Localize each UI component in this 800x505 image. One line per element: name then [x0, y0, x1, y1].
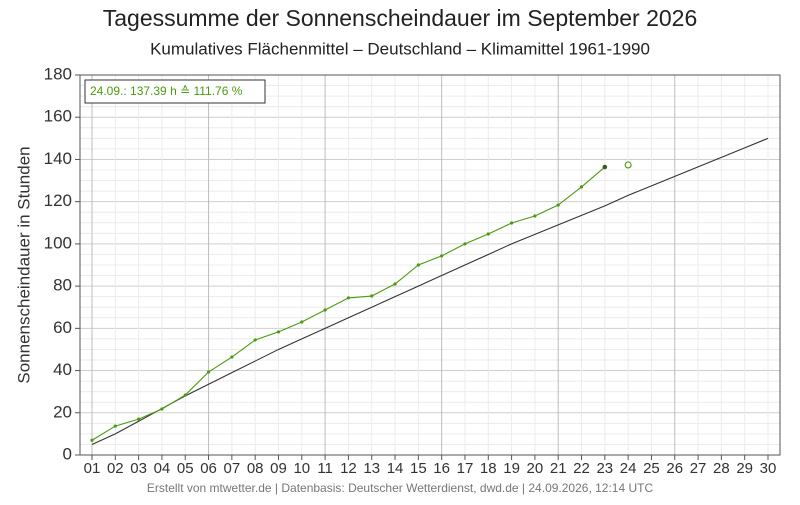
- annotation: 24.09.: 137.39 h ≙ 111.76 %: [90, 84, 243, 98]
- y-tick-label: 140: [44, 149, 72, 168]
- x-tick-label: 06: [200, 460, 217, 477]
- x-tick-label: 24: [620, 460, 637, 477]
- x-tick-label: 11: [317, 460, 333, 477]
- series-line: [91, 137, 769, 445]
- data-point: [509, 221, 514, 225]
- footer: Erstellt von mtwetter.de | Datenbasis: D…: [147, 481, 654, 495]
- x-tick-label: 03: [130, 460, 147, 477]
- x-tick-label: 19: [503, 460, 520, 477]
- x-tick-label: 29: [736, 460, 753, 477]
- data-point: [440, 254, 444, 258]
- y-tick-label: 80: [53, 276, 72, 295]
- x-tick-label: 16: [433, 460, 450, 477]
- x-tick-label: 13: [363, 460, 380, 477]
- data-point: [533, 214, 537, 218]
- x-tick-label: 23: [596, 460, 613, 477]
- data-point: [276, 330, 281, 334]
- data-point: [370, 294, 374, 298]
- x-tick-label: 20: [527, 460, 544, 477]
- x-tick-label: 05: [177, 460, 194, 477]
- data-point: [253, 338, 257, 342]
- x-tick-label: 15: [410, 460, 427, 477]
- x-tick-label: 17: [457, 460, 474, 477]
- data-point: [393, 282, 397, 286]
- y-tick-label: 100: [44, 233, 72, 252]
- y-tick-label: 120: [44, 191, 72, 210]
- data-point: [137, 417, 141, 421]
- annotation-box: [84, 79, 266, 104]
- data-point: [113, 424, 117, 428]
- x-tick-label: 26: [666, 460, 683, 477]
- x-tick-label: 10: [293, 460, 310, 477]
- x-tick-label: 07: [224, 460, 241, 477]
- x-tick-label: 28: [713, 460, 730, 477]
- data-point: [486, 232, 490, 236]
- data-point: [579, 185, 584, 189]
- y-tick-label: 160: [44, 107, 72, 126]
- plot-border: [79, 74, 781, 456]
- chart-subtitle: Kumulatives Flächenmittel – Deutschland …: [150, 39, 650, 58]
- data-point: [602, 164, 608, 170]
- data-point: [346, 296, 351, 300]
- x-tick-label: 27: [690, 460, 707, 477]
- y-tick-label: 0: [63, 444, 72, 463]
- y-tick-label: 40: [53, 360, 72, 379]
- data-point: [416, 263, 420, 267]
- y-axis-label: Sonnenscheindauer in Stunden: [14, 146, 33, 383]
- x-tick-label: 08: [247, 460, 264, 477]
- x-tick-label: 22: [573, 460, 590, 477]
- x-tick-label: 21: [550, 460, 567, 477]
- x-tick-label: 04: [154, 460, 171, 477]
- data-point: [160, 407, 164, 411]
- chart-title: Tagessumme der Sonnenscheindauer im Sept…: [103, 5, 698, 31]
- data-point: [624, 161, 632, 169]
- data-point: [300, 320, 304, 324]
- x-tick-label: 09: [270, 460, 287, 477]
- x-tick-label: 25: [643, 460, 660, 477]
- x-tick-label: 01: [84, 460, 101, 477]
- data-point: [206, 370, 211, 374]
- y-tick-label: 180: [44, 64, 72, 83]
- data-point: [90, 438, 94, 442]
- x-tick-label: 12: [340, 460, 357, 477]
- data-point: [230, 355, 234, 359]
- y-tick-label: 60: [53, 318, 72, 337]
- x-tick-label: 02: [107, 460, 124, 477]
- data-point: [323, 308, 327, 312]
- x-tick-label: 14: [387, 460, 404, 477]
- data-point: [556, 203, 560, 207]
- y-tick-label: 20: [53, 402, 72, 421]
- data-point: [183, 393, 187, 397]
- x-tick-label: 18: [480, 460, 497, 477]
- x-tick-label: 30: [760, 460, 777, 477]
- data-point: [463, 242, 467, 246]
